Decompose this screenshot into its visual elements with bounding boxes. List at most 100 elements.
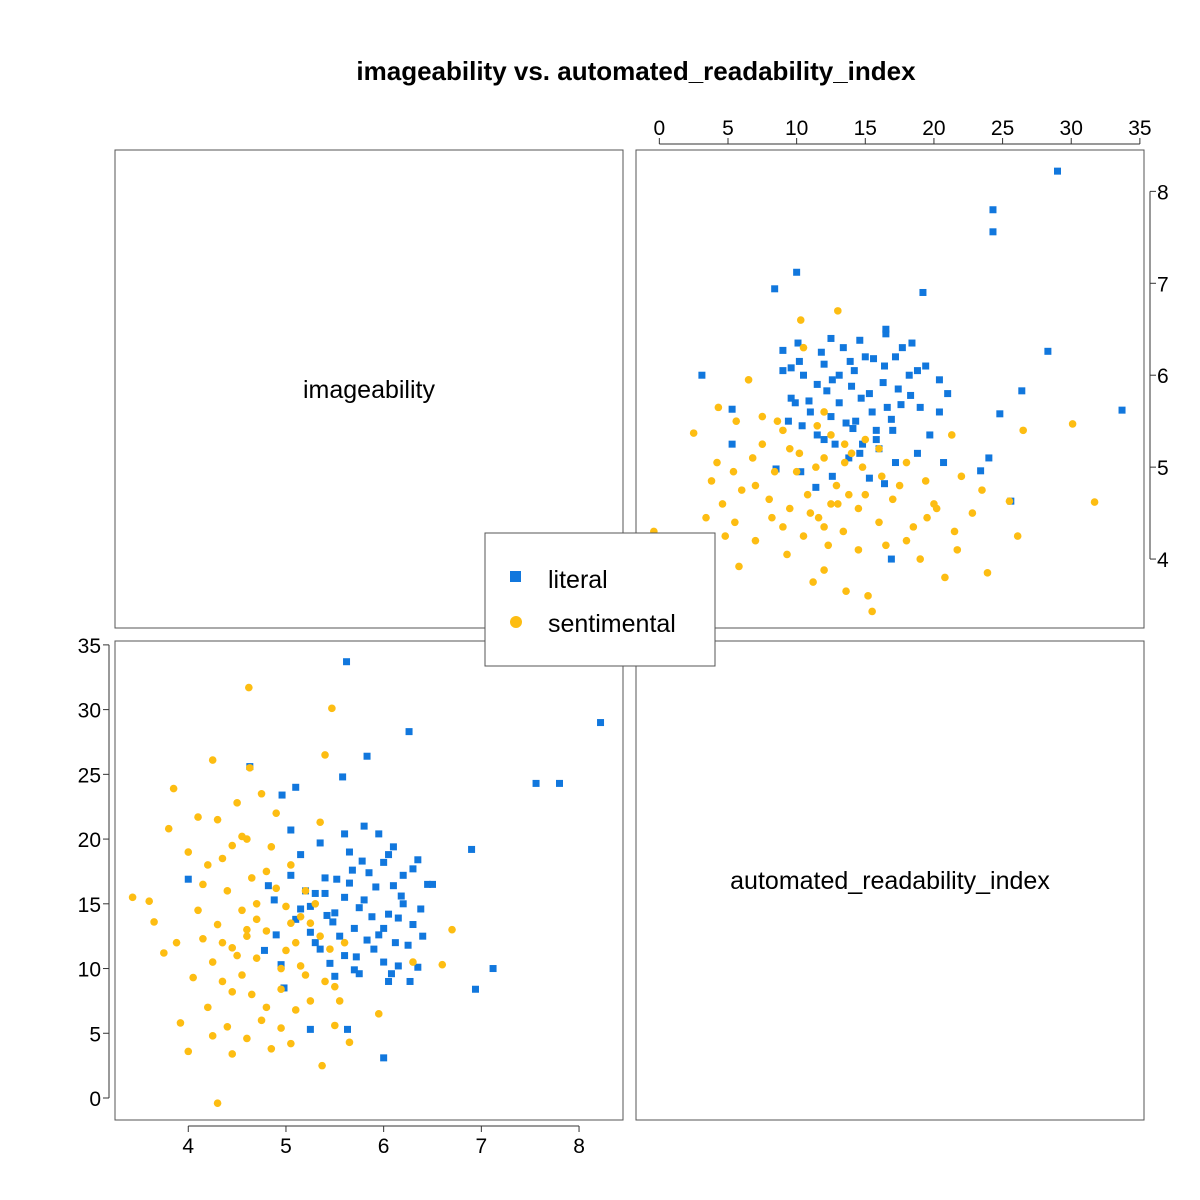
point-literal-bl-86 xyxy=(333,875,341,883)
point-sentimental-bl-39 xyxy=(326,945,334,953)
point-literal-bl-3 xyxy=(489,965,497,973)
point-literal-tr-49 xyxy=(907,391,915,399)
point-literal-bl-0 xyxy=(597,719,605,727)
point-literal-bl-8 xyxy=(380,1054,388,1062)
point-literal-bl-72 xyxy=(375,830,383,838)
point-sentimental-bl-75 xyxy=(316,818,324,827)
point-sentimental-tr-25 xyxy=(895,481,904,490)
point-literal-bl-75 xyxy=(316,945,324,953)
point-sentimental-tr-46 xyxy=(861,435,870,444)
point-sentimental-bl-41 xyxy=(194,906,202,915)
point-literal-bl-80 xyxy=(380,924,388,932)
point-literal-tr-35 xyxy=(828,376,836,384)
point-literal-bl-20 xyxy=(399,900,407,908)
bottom-axis-tick-label-4: 8 xyxy=(573,1135,585,1158)
point-sentimental-bl-37 xyxy=(306,919,315,928)
point-sentimental-bl-68 xyxy=(272,884,280,893)
point-sentimental-tr-24 xyxy=(861,490,870,499)
point-literal-bl-77 xyxy=(270,896,278,904)
point-sentimental-tr-85 xyxy=(820,408,828,416)
point-literal-tr-24 xyxy=(813,380,821,388)
point-literal-tr-54 xyxy=(859,440,867,448)
point-literal-tr-88 xyxy=(794,339,802,347)
point-literal-tr-4 xyxy=(771,285,779,293)
point-literal-bl-88 xyxy=(414,963,422,971)
point-literal-tr-79 xyxy=(857,394,865,402)
point-literal-bl-50 xyxy=(389,843,397,851)
point-literal-tr-7 xyxy=(1118,406,1126,414)
point-literal-bl-78 xyxy=(287,826,295,834)
point-sentimental-tr-56 xyxy=(783,550,791,559)
point-sentimental-bl-42 xyxy=(199,934,207,943)
point-literal-tr-23 xyxy=(820,436,828,444)
point-sentimental-bl-76 xyxy=(331,1021,339,1030)
point-literal-bl-68 xyxy=(406,977,414,985)
point-sentimental-bl-26 xyxy=(228,841,237,850)
point-literal-bl-87 xyxy=(348,866,356,874)
point-literal-tr-41 xyxy=(817,348,825,356)
point-literal-tr-37 xyxy=(856,449,864,457)
point-sentimental-bl-30 xyxy=(287,861,295,869)
point-sentimental-bl-51 xyxy=(448,925,456,934)
point-sentimental-bl-86 xyxy=(218,854,227,863)
right-y-axis: 4 5 6 7 8 xyxy=(1149,181,1169,572)
point-literal-tr-75 xyxy=(813,431,821,439)
point-literal-tr-33 xyxy=(935,408,943,416)
left-axis-tick-label-3: 15 xyxy=(78,894,101,917)
point-sentimental-tr-78 xyxy=(768,513,776,522)
diagonal-label-automated-readability-index: automated_readability_index xyxy=(730,867,1050,895)
point-sentimental-tr-59 xyxy=(832,481,841,490)
point-literal-tr-59 xyxy=(872,436,880,444)
point-sentimental-tr-84 xyxy=(751,481,760,490)
point-literal-bl-23 xyxy=(311,939,319,947)
point-sentimental-bl-9 xyxy=(150,918,158,926)
point-sentimental-bl-32 xyxy=(238,971,246,979)
point-literal-bl-1 xyxy=(556,779,563,787)
point-sentimental-bl-61 xyxy=(277,985,285,994)
point-literal-bl-13 xyxy=(278,791,286,799)
point-literal-tr-64 xyxy=(879,379,887,387)
point-sentimental-bl-74 xyxy=(184,848,193,856)
point-sentimental-bl-47 xyxy=(267,843,276,851)
point-sentimental-bl-72 xyxy=(257,789,266,798)
point-literal-tr-81 xyxy=(849,425,857,433)
bottom-axis-tick-label-3: 7 xyxy=(476,1135,488,1158)
point-literal-bl-2 xyxy=(532,779,540,787)
point-sentimental-tr-53 xyxy=(799,343,808,352)
point-sentimental-bl-46 xyxy=(311,900,320,908)
point-literal-bl-7 xyxy=(343,658,351,666)
right-axis-tick-label-0: 4 xyxy=(1157,549,1169,572)
point-literal-tr-62 xyxy=(848,382,856,390)
point-literal-bl-41 xyxy=(404,941,412,949)
point-sentimental-tr-72 xyxy=(978,486,986,494)
point-literal-bl-34 xyxy=(385,910,393,918)
chart-title: imageability vs. automated_readability_i… xyxy=(356,56,916,86)
point-literal-tr-52 xyxy=(887,555,895,563)
point-literal-bl-53 xyxy=(429,880,436,888)
point-literal-bl-31 xyxy=(414,856,422,864)
point-sentimental-tr-27 xyxy=(950,527,959,536)
top-x-axis: 0 5 10 15 20 25 30 35 xyxy=(653,117,1152,145)
point-sentimental-tr-35 xyxy=(792,467,801,476)
point-literal-bl-42 xyxy=(345,879,353,887)
point-literal-tr-56 xyxy=(800,371,808,379)
point-literal-bl-81 xyxy=(323,911,331,919)
point-sentimental-tr-49 xyxy=(902,536,911,545)
point-sentimental-tr-52 xyxy=(796,316,805,324)
point-sentimental-tr-19 xyxy=(714,403,723,412)
point-sentimental-tr-86 xyxy=(909,523,918,531)
bottom-axis-tick-label-0: 4 xyxy=(182,1135,194,1158)
point-sentimental-tr-18 xyxy=(713,458,721,467)
point-literal-tr-57 xyxy=(842,419,850,427)
point-sentimental-tr-89 xyxy=(729,467,738,476)
legend-marker-sentimental xyxy=(510,616,522,628)
point-literal-tr-32 xyxy=(926,431,934,439)
point-sentimental-tr-41 xyxy=(854,546,863,554)
point-literal-tr-19 xyxy=(881,362,889,370)
point-literal-bl-43 xyxy=(360,896,368,904)
point-literal-tr-60 xyxy=(845,454,853,462)
top-axis-tick-label-3: 15 xyxy=(854,117,877,140)
point-literal-tr-9 xyxy=(728,405,736,413)
point-sentimental-bl-21 xyxy=(218,977,227,986)
point-sentimental-tr-39 xyxy=(813,421,822,430)
